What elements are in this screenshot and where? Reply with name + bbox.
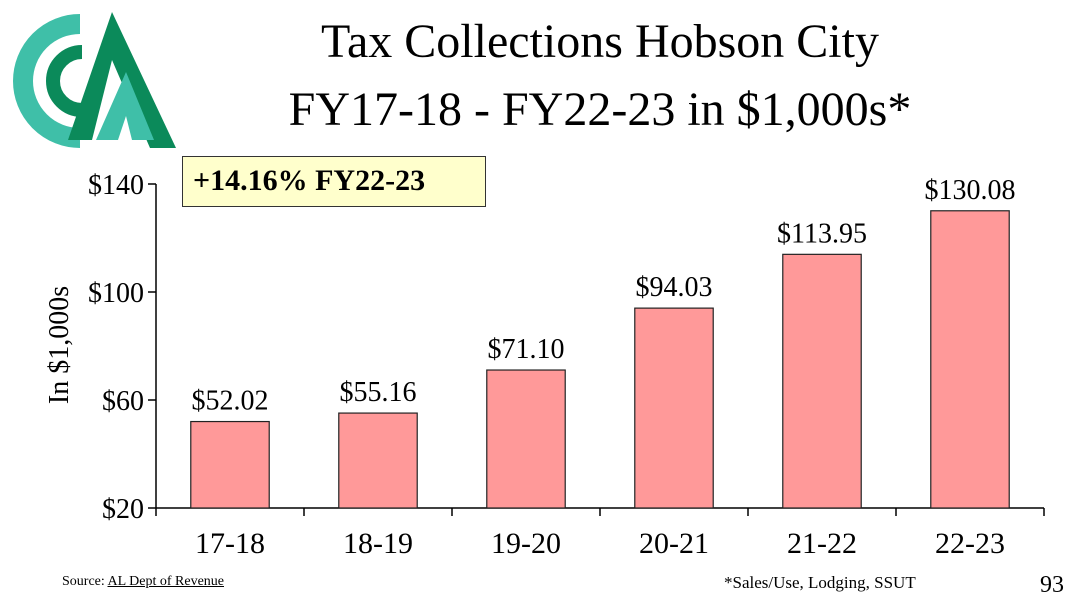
bar (338, 412, 418, 509)
chart-title-line-2: FY17-18 - FY22-23 in $1,000s* (288, 83, 912, 136)
bar (782, 253, 862, 509)
footnote: *Sales/Use, Lodging, SSUT (724, 573, 916, 592)
data-label: $52.02 (192, 386, 269, 417)
x-tick-label: 19-20 (491, 527, 561, 560)
data-label: $55.16 (340, 377, 417, 408)
data-label: $130.08 (925, 175, 1016, 206)
y-axis-label: In $1,000s (44, 286, 75, 404)
page-number: 93 (1040, 572, 1064, 598)
data-label: $113.95 (777, 218, 867, 249)
x-tick-label: 18-19 (343, 527, 413, 560)
logo (13, 12, 176, 148)
x-tick-label: 20-21 (639, 527, 709, 560)
bar (634, 307, 714, 509)
source-prefix: Source: (62, 574, 108, 589)
bar (930, 210, 1010, 509)
data-label: $94.03 (636, 272, 713, 303)
y-tick-label: $140 (88, 170, 144, 201)
x-tick-label: 21-22 (787, 527, 857, 560)
y-tick-label: $20 (102, 494, 144, 525)
source-note: Source: AL Dept of Revenue (62, 574, 224, 590)
source-link[interactable]: AL Dept of Revenue (107, 574, 225, 589)
x-tick-label: 17-18 (195, 527, 265, 560)
bar (486, 369, 566, 509)
x-tick-label: 22-23 (935, 527, 1005, 560)
data-label: $71.10 (488, 334, 565, 365)
y-tick-label: $100 (88, 278, 144, 309)
bar (190, 420, 270, 509)
growth-callout: +14.16% FY22-23 (182, 156, 486, 207)
y-tick-label: $60 (102, 386, 144, 417)
chart-title-line-1: Tax Collections Hobson City (321, 15, 879, 68)
